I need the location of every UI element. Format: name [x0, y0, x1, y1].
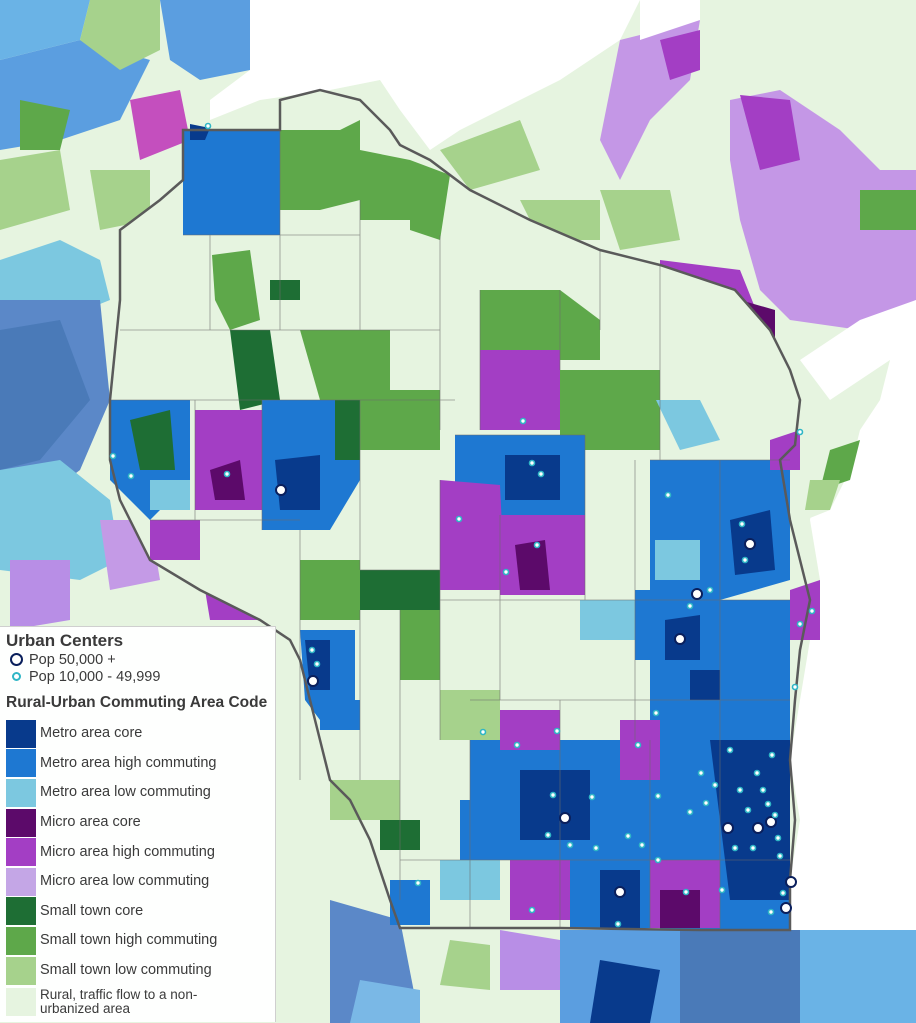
legend-class-list: Metro area core Metro area high commuting…: [6, 719, 269, 1019]
legend-swatch: [6, 808, 36, 837]
legend-point-small: Pop 10,000 - 49,999: [6, 668, 269, 685]
legend-swatch: [6, 749, 36, 778]
county-boundaries: [110, 130, 790, 928]
legend-point-large: Pop 50,000 +: [6, 651, 269, 668]
legend-class-label: Metro area low commuting: [40, 784, 211, 801]
legend-ruca-title: Rural-Urban Commuting Area Code: [6, 694, 268, 711]
legend-swatch: [6, 838, 36, 867]
legend-class-label: Small town high commuting: [40, 932, 218, 949]
legend-class-row: Rural, traffic flow to a non-urbanized a…: [6, 985, 269, 1019]
legend-class-row: Metro area low commuting: [6, 778, 269, 808]
legend-class-row: Small town low commuting: [6, 956, 269, 986]
legend-class-label: Small town low commuting: [40, 962, 212, 979]
large-city-marker-icon: [10, 653, 23, 666]
urban-centers-large: [275, 484, 797, 914]
small-city-marker-icon: [12, 672, 21, 681]
legend-point-large-label: Pop 50,000 +: [29, 651, 116, 668]
legend-class-row: Small town high commuting: [6, 926, 269, 956]
legend-class-label: Micro area low commuting: [40, 873, 210, 890]
legend-urban-centers-title: Urban Centers: [6, 631, 124, 650]
legend-class-row: Metro area core: [6, 719, 269, 749]
legend-class-label: Metro area high commuting: [40, 754, 217, 771]
legend-class-label: Small town core: [40, 902, 144, 919]
legend-class-row: Metro area high commuting: [6, 749, 269, 779]
legend-point-small-label: Pop 10,000 - 49,999: [29, 668, 161, 685]
legend-swatch: [6, 719, 36, 748]
legend-class-row: Micro area core: [6, 808, 269, 838]
legend-class-label: Metro area core: [40, 725, 143, 742]
legend-swatch: [6, 956, 36, 985]
legend-swatch: [6, 778, 36, 807]
urban-centers-small: [109, 122, 816, 928]
legend-class-label: Micro area high commuting: [40, 843, 215, 860]
state-outline: [108, 88, 812, 932]
legend-class-row: Micro area low commuting: [6, 867, 269, 897]
legend-class-label: Rural, traffic flow to a non-urbanized a…: [40, 987, 198, 1017]
legend-class-label: Micro area core: [40, 814, 141, 831]
map-legend: Urban Centers Pop 50,000 + Pop 10,000 - …: [0, 626, 276, 1022]
legend-swatch: [6, 897, 36, 926]
legend-swatch: [6, 867, 36, 896]
legend-swatch: [6, 988, 36, 1017]
legend-swatch: [6, 926, 36, 955]
legend-class-row: Small town core: [6, 897, 269, 927]
legend-class-row: Micro area high commuting: [6, 837, 269, 867]
